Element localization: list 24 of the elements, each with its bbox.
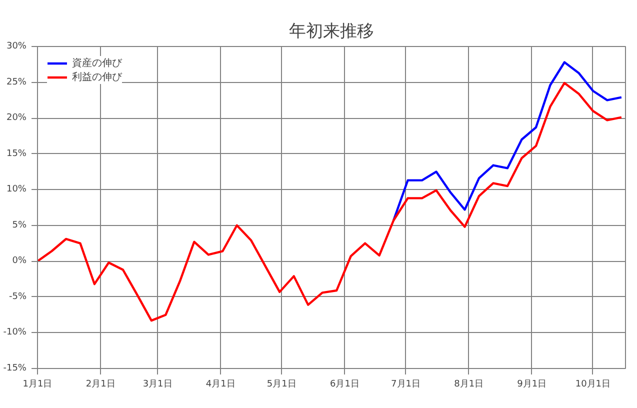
y-tick-label: 30% — [6, 42, 27, 52]
y-tick-label: -5% — [8, 292, 27, 302]
y-tick-label: 0% — [12, 256, 27, 266]
x-tick-label: 5月1日 — [266, 380, 296, 390]
x-tick-label: 6月1日 — [330, 380, 360, 390]
x-tick-label: 7月1日 — [391, 380, 420, 390]
y-tick-label: -15% — [3, 364, 27, 374]
x-tick-label: 10月1日 — [575, 380, 611, 390]
x-tick-label: 1月1日 — [22, 380, 52, 390]
chart-title: 年初来推移 — [289, 22, 374, 42]
y-tick-label: 15% — [6, 148, 27, 159]
line-series — [392, 61, 623, 222]
legend-label: 資産の伸び — [72, 56, 122, 70]
y-tick-label: 5% — [12, 220, 27, 230]
x-tick-label: 9月1日 — [517, 380, 547, 390]
y-tick-label: 20% — [6, 113, 27, 124]
y-tick-label: 25% — [6, 77, 27, 88]
y-tick-label: 10% — [6, 184, 27, 195]
legend-label: 利益の伸び — [72, 70, 122, 84]
x-tick-label: 2月1日 — [86, 380, 116, 390]
x-tick-label: 3月1日 — [142, 380, 172, 390]
x-tick-label: 4月1日 — [206, 380, 236, 390]
y-tick-label: -10% — [3, 328, 27, 338]
x-tick-label: 8月1日 — [454, 380, 484, 390]
